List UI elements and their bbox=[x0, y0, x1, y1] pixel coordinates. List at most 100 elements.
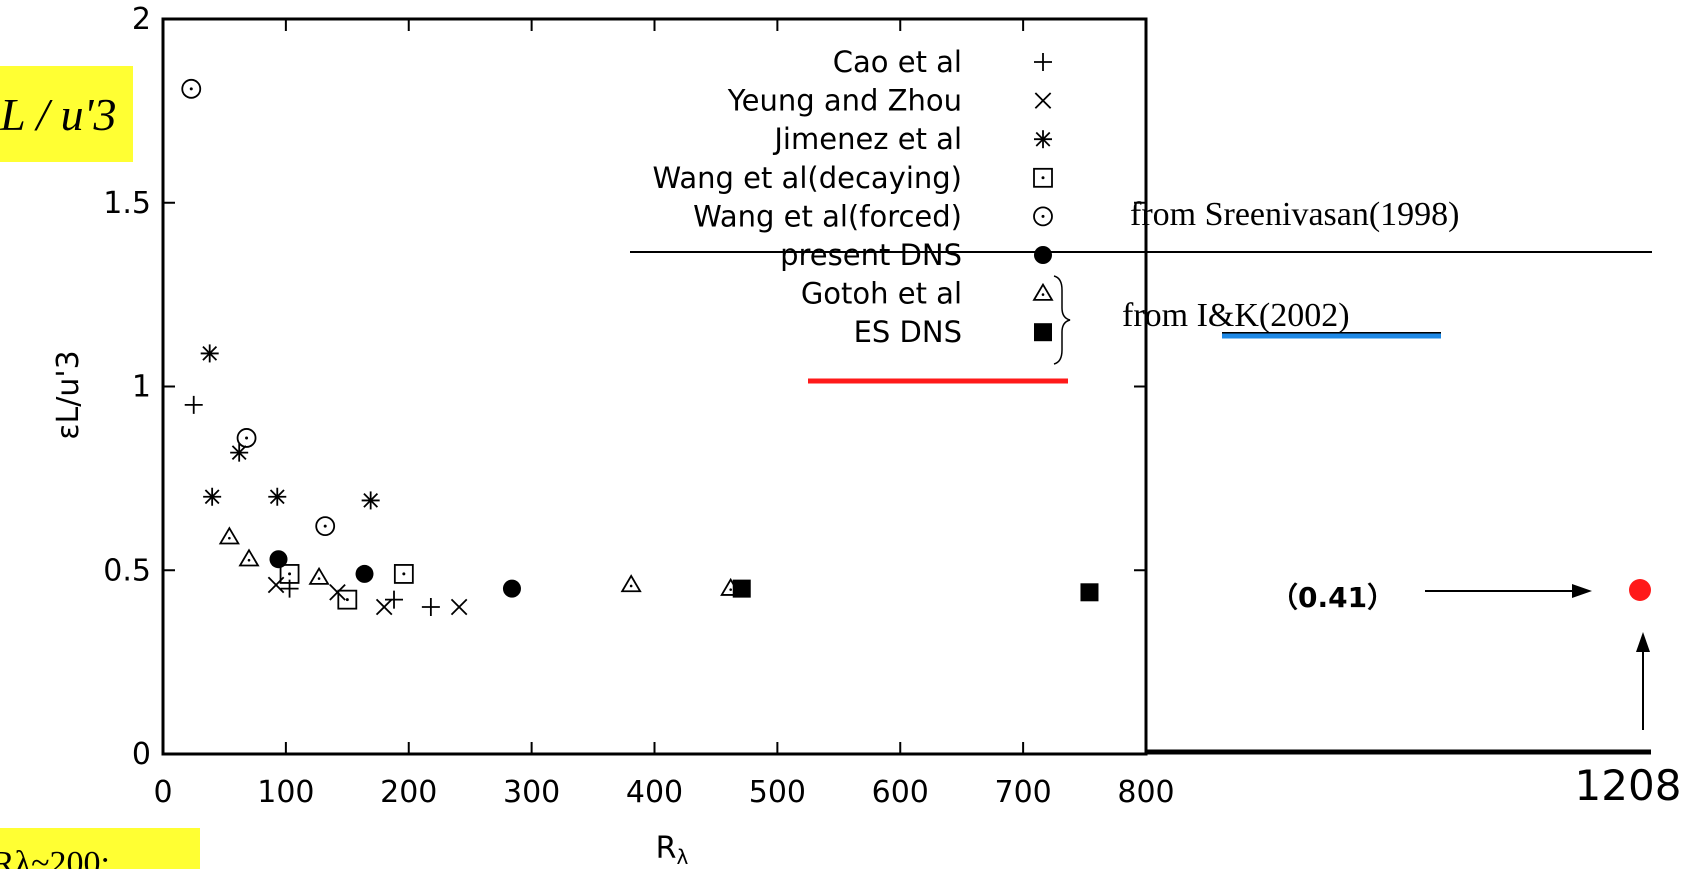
x-tick-label: 500 bbox=[749, 775, 806, 810]
horizontal-arrow-head bbox=[1572, 584, 1592, 598]
jimenez-et-al-point-stroke bbox=[204, 489, 220, 505]
cao-et-al-point bbox=[184, 395, 203, 414]
y-tick-label: 1 bbox=[132, 370, 151, 405]
jimenez-et-al-point bbox=[268, 487, 287, 506]
wang-et-al-forced-point-dot bbox=[189, 87, 193, 91]
x-axis-label: Rλ bbox=[656, 831, 689, 869]
y-tick-labels: 0 0.5 1 1.5 2 bbox=[103, 2, 151, 772]
y-tick-label: 0.5 bbox=[103, 553, 151, 588]
wang-et-al-forced-point bbox=[236, 428, 257, 448]
tick-marks bbox=[163, 19, 1146, 754]
legend-marker-shape bbox=[1033, 167, 1053, 188]
legend-marker bbox=[1034, 323, 1052, 342]
legend: Cao et al Yeung and Zhou Jimenez et al Wang… bbox=[653, 45, 1054, 349]
legend-label: Wang et al(forced) bbox=[693, 199, 962, 233]
present-dns-point-shape bbox=[355, 564, 374, 583]
present-dns-point bbox=[269, 550, 288, 569]
present-dns-point bbox=[502, 579, 521, 598]
legend-marker-shape bbox=[1033, 206, 1053, 227]
legend-label: Gotoh et al bbox=[801, 277, 962, 311]
legend-marker-dot bbox=[1041, 214, 1045, 218]
wang-et-al-forced-point bbox=[315, 516, 336, 537]
x-tick-label: 400 bbox=[626, 775, 683, 810]
yeung-and-zhou-point bbox=[450, 598, 468, 616]
x-tick-label: 200 bbox=[380, 775, 437, 810]
legend-marker-shape bbox=[1032, 282, 1054, 301]
y-tick-label: 0 bbox=[132, 737, 151, 772]
ik-annotation: from I&K(2002) bbox=[1122, 297, 1350, 334]
data-markers bbox=[181, 78, 1099, 616]
legend-label: Yeung and Zhou bbox=[727, 84, 962, 118]
yeung-and-zhou-point-stroke bbox=[375, 598, 393, 616]
wang-et-al-forced-point-dot bbox=[323, 524, 327, 528]
es-dns-point bbox=[1080, 583, 1099, 602]
plot-frame bbox=[161, 17, 1148, 756]
wang-et-al-decaying-point-shape bbox=[279, 564, 300, 584]
legend-marker bbox=[1034, 130, 1052, 149]
legend-label: ES DNS bbox=[854, 315, 962, 349]
gotoh-et-al-point-dot bbox=[317, 577, 321, 580]
wang-et-al-decaying-point bbox=[337, 589, 358, 610]
jimenez-et-al-point-stroke bbox=[231, 445, 247, 461]
es-dns-point-shape bbox=[1080, 583, 1099, 602]
legend-marker-stroke bbox=[1034, 92, 1052, 109]
wang-et-al-decaying-point-dot bbox=[402, 572, 406, 576]
wang-et-al-forced-point bbox=[181, 78, 202, 99]
legend-label: present DNS bbox=[780, 238, 962, 272]
legend-marker bbox=[1034, 53, 1052, 71]
jimenez-et-al-point-stroke bbox=[202, 346, 218, 361]
gotoh-et-al-point-dot bbox=[247, 558, 251, 562]
x-value-1208-label: 1208 bbox=[1575, 761, 1682, 810]
ylabel-highlight-text: εL / u'3 bbox=[0, 89, 117, 140]
y-tick-label: 1.5 bbox=[103, 186, 151, 221]
wang-et-al-forced-point-dot bbox=[245, 436, 249, 440]
es-dns-point bbox=[732, 579, 751, 598]
wang-et-al-decaying-point bbox=[393, 564, 414, 584]
gotoh-et-al-point bbox=[620, 574, 642, 593]
wang-et-al-decaying-point-shape bbox=[337, 589, 358, 610]
legend-brace bbox=[1053, 275, 1071, 365]
wang-et-al-forced-point-shape bbox=[315, 516, 336, 537]
legend-marker-stroke bbox=[1035, 131, 1051, 147]
cao-et-al-point bbox=[385, 590, 404, 609]
present-dns-point bbox=[355, 564, 374, 583]
x-tick-label: 300 bbox=[503, 775, 560, 810]
y-tick-label: 2 bbox=[132, 2, 151, 37]
legend-marker bbox=[1034, 246, 1052, 264]
x-tick-label: 700 bbox=[994, 775, 1051, 810]
yeung-and-zhou-point-stroke bbox=[450, 598, 468, 616]
gotoh-et-al-point-shape bbox=[308, 566, 330, 585]
gotoh-et-al-point-shape bbox=[218, 526, 240, 545]
legend-marker bbox=[1033, 206, 1053, 227]
wang-et-al-decaying-point-dot bbox=[288, 572, 292, 576]
jimenez-et-al-point-stroke bbox=[363, 493, 379, 508]
x-tick-label: 600 bbox=[872, 775, 929, 810]
legend-marker bbox=[1034, 92, 1052, 109]
es-dns-point-shape bbox=[732, 579, 751, 598]
note-highlight-box bbox=[0, 828, 200, 869]
jimenez-et-al-point bbox=[230, 443, 249, 462]
legend-marker-shape bbox=[1034, 246, 1052, 264]
legend-marker bbox=[1032, 282, 1054, 301]
gotoh-et-al-point-dot bbox=[629, 584, 633, 588]
gotoh-et-al-point-shape bbox=[238, 548, 260, 567]
gotoh-et-al-point bbox=[218, 526, 240, 545]
wang-et-al-decaying-point-shape bbox=[393, 564, 414, 584]
jimenez-et-al-point-stroke bbox=[269, 489, 285, 505]
x-tick-label: 100 bbox=[257, 775, 314, 810]
x-tick-label: 0 bbox=[153, 775, 172, 810]
new-point-red-dot bbox=[1629, 579, 1651, 601]
x-tick-label: 800 bbox=[1117, 775, 1174, 810]
new-point-value-label: （0.41） bbox=[1270, 581, 1395, 614]
legend-label: Cao et al bbox=[833, 45, 962, 79]
jimenez-et-al-point bbox=[200, 344, 219, 363]
cao-et-al-point bbox=[421, 598, 440, 616]
wang-et-al-forced-point-shape bbox=[236, 428, 257, 448]
vertical-arrow-head bbox=[1636, 632, 1650, 652]
present-dns-point-shape bbox=[269, 550, 288, 569]
y-axis-label: εL/u'3 bbox=[51, 350, 86, 439]
present-dns-point-shape bbox=[502, 579, 521, 598]
yeung-and-zhou-point bbox=[375, 598, 393, 616]
sreenivasan-annotation: from Sreenivasan(1998) bbox=[1130, 196, 1460, 233]
